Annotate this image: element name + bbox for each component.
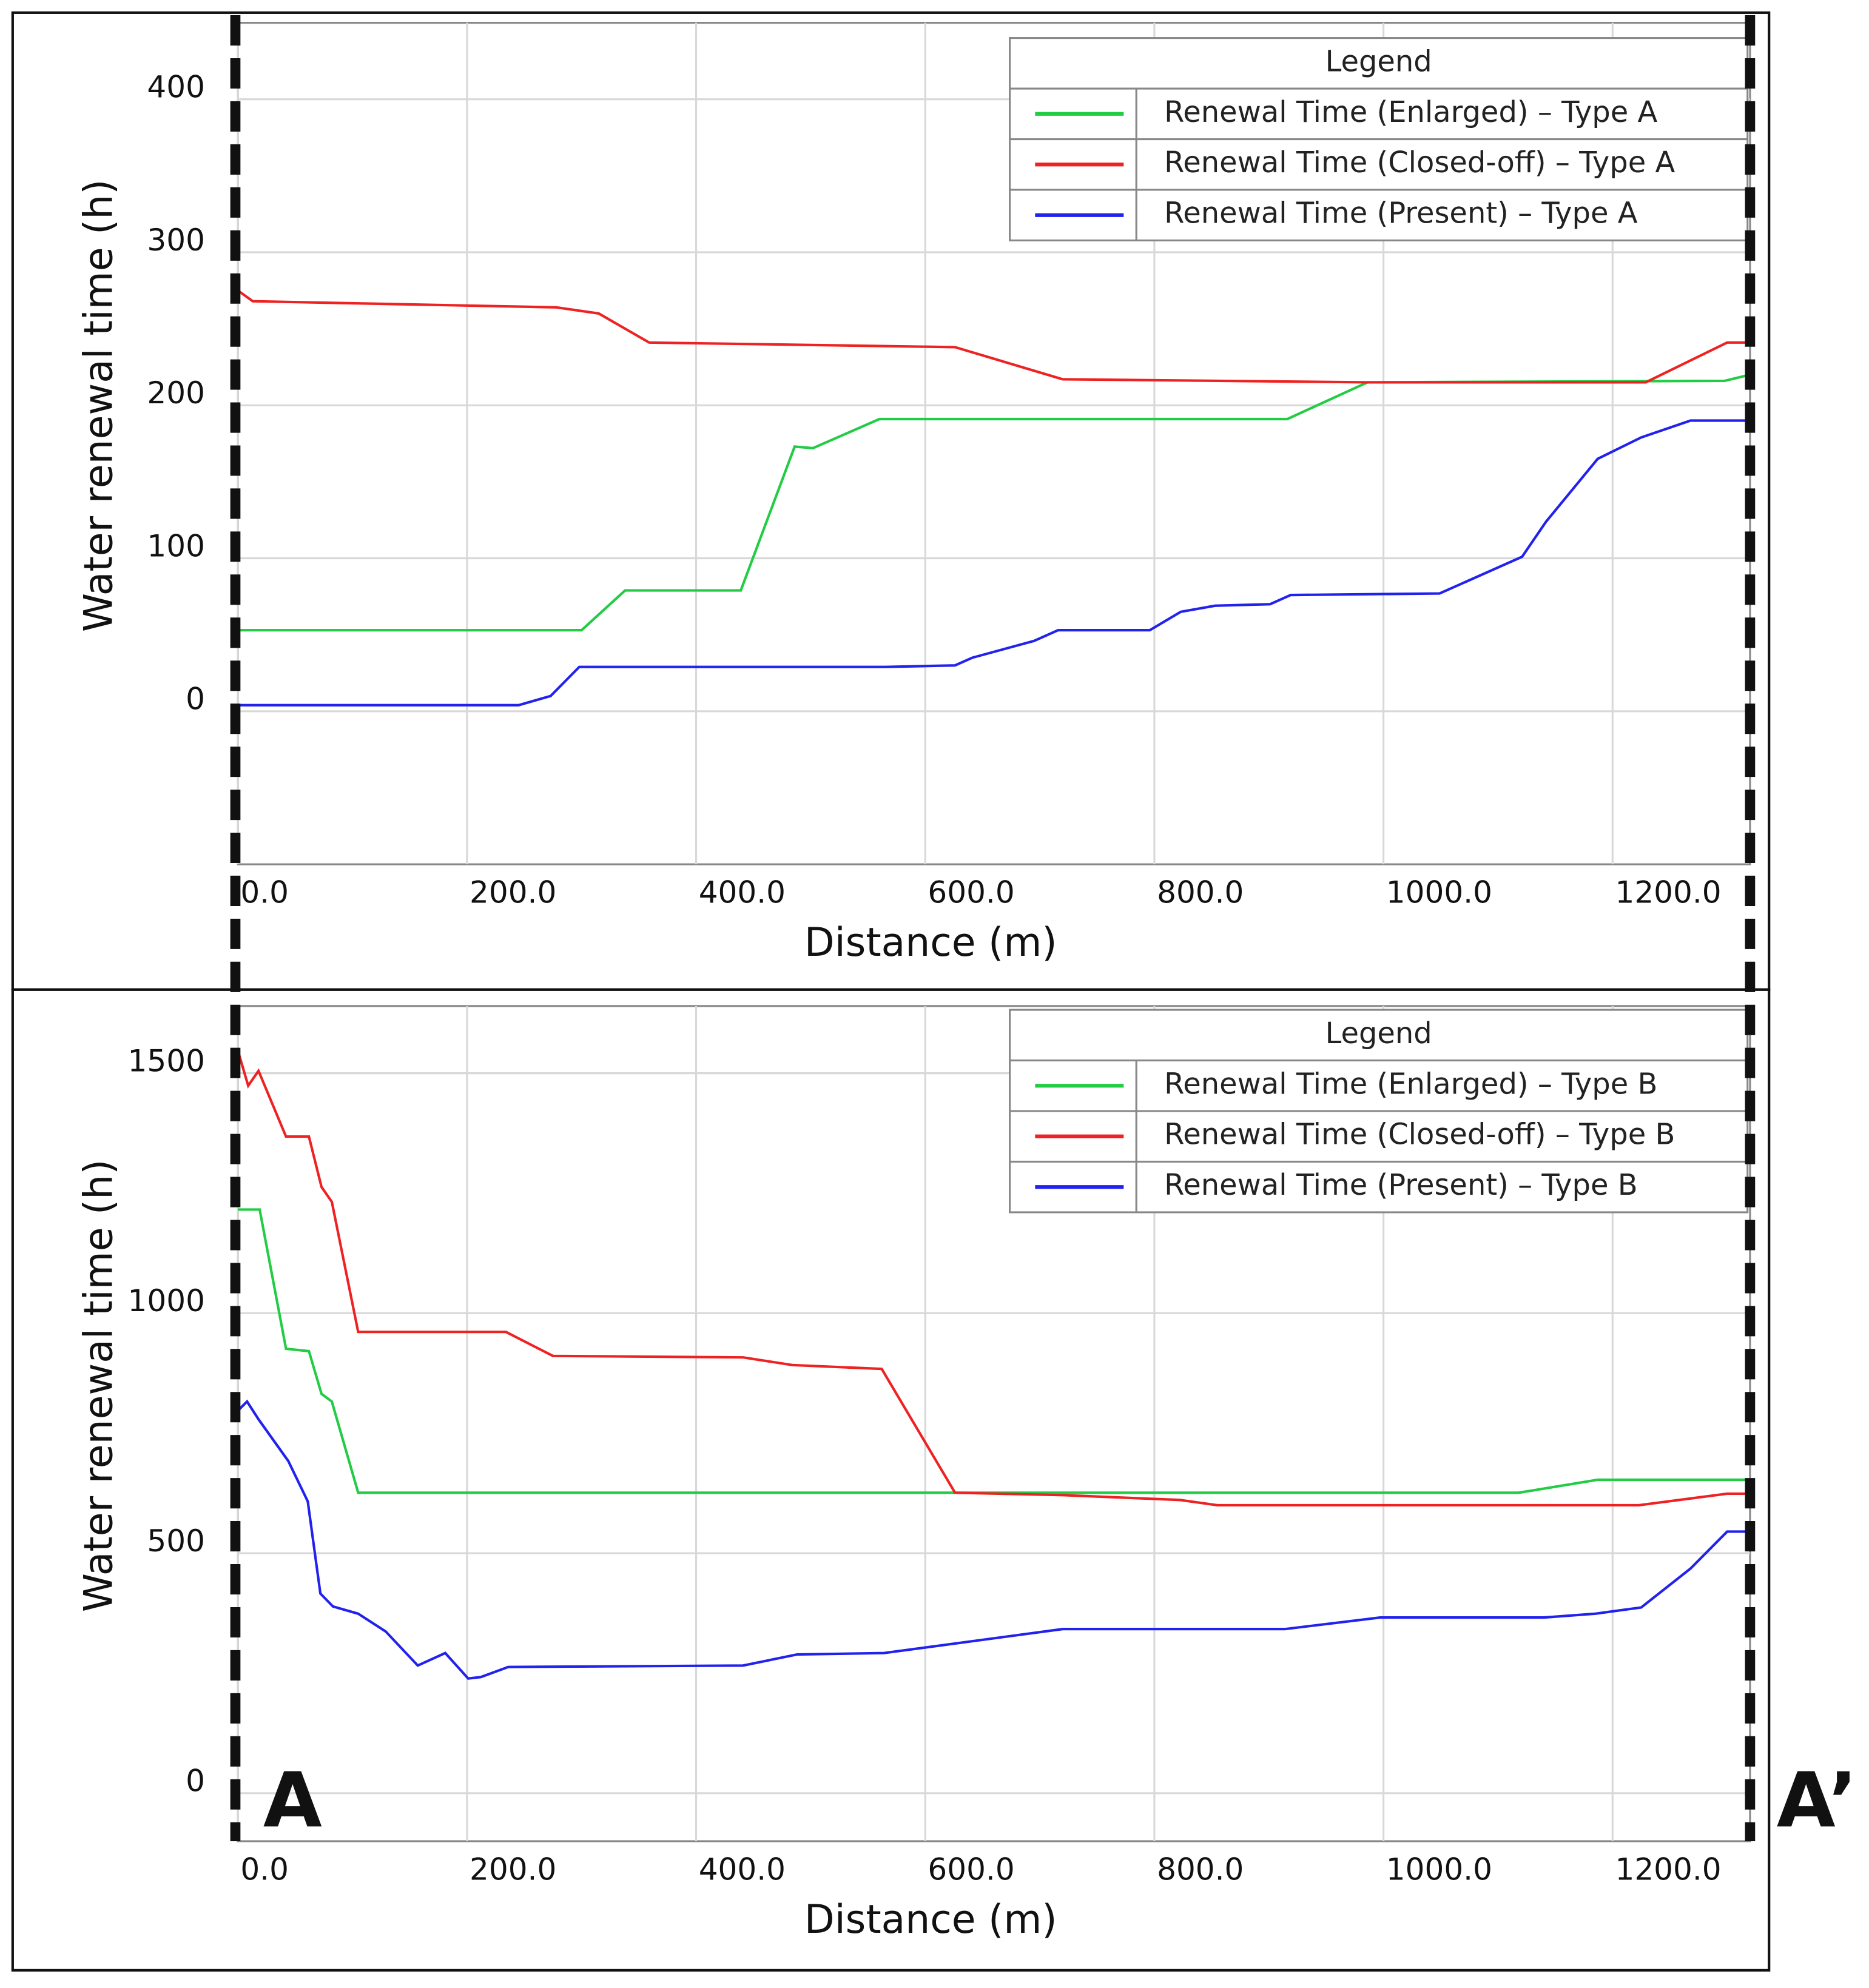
- x-axis-label: Distance (m): [804, 920, 1057, 965]
- legend-label: Renewal Time (Closed-off) – Type A: [1164, 146, 1675, 180]
- x-tick-label: 1000.0: [1386, 875, 1492, 910]
- x-tick-label: 800.0: [1157, 1852, 1244, 1887]
- annotation: A’: [1777, 1756, 1857, 1845]
- data-line: [237, 289, 1750, 384]
- x-tick-label: 600.0: [928, 875, 1014, 910]
- legend-label: Renewal Time (Present) – Type B: [1164, 1168, 1638, 1202]
- data-line: [238, 1208, 1750, 1494]
- x-tick-label: 200.0: [470, 875, 556, 910]
- y-axis-label: Water renewal time (h): [76, 179, 121, 632]
- y-tick-label: 0: [186, 682, 205, 717]
- annotation: A: [263, 1756, 322, 1845]
- x-tick-label: 0.0: [240, 1852, 289, 1887]
- x-tick-label: 1000.0: [1386, 1852, 1492, 1887]
- y-tick-label: 100: [147, 528, 205, 563]
- x-axis-label: Distance (m): [804, 1897, 1057, 1943]
- x-tick-label: 200.0: [470, 1852, 556, 1887]
- legend-title: Legend: [1325, 1016, 1432, 1050]
- x-tick-label: 400.0: [699, 1852, 786, 1887]
- y-tick-label: 1500: [128, 1043, 205, 1078]
- legend-label: Renewal Time (Closed-off) – Type B: [1164, 1118, 1675, 1152]
- chart: 0 100 200 300 400 0.0 200.0 400.0 600.0 800.0 1000…: [76, 21, 1751, 965]
- y-tick-label: 200: [147, 375, 205, 411]
- x-tick-label: 0.0: [240, 875, 289, 910]
- y-tick-label: 1000: [128, 1283, 205, 1318]
- charts: 0 100 200 300 400 0.0 200.0 400.0 600.0 800.0 1000…: [76, 21, 1857, 1943]
- legend-label: Renewal Time (Enlarged) – Type A: [1164, 95, 1657, 129]
- legend-label: Renewal Time (Present) – Type A: [1164, 196, 1638, 230]
- legend-title: Legend: [1325, 44, 1432, 78]
- x-tick-label: 1200.0: [1615, 875, 1721, 910]
- data-line: [237, 1399, 1750, 1680]
- y-tick-label: 500: [147, 1523, 205, 1559]
- x-tick-label: 1200.0: [1615, 1852, 1721, 1887]
- y-axis-label: Water renewal time (h): [76, 1160, 121, 1613]
- x-tick-label: 400.0: [699, 875, 786, 910]
- y-tick-label: 400: [147, 70, 205, 105]
- data-line: [237, 1050, 1750, 1507]
- y-tick-label: 300: [147, 223, 205, 258]
- legend-label: Renewal Time (Enlarged) – Type B: [1164, 1067, 1657, 1101]
- data-line: [238, 419, 1750, 707]
- panel-border: [11, 988, 1771, 1972]
- chart: 0 500 1000 1500 0.0 200.0 400.0 600.0 800.0 1000.…: [76, 1005, 1857, 1943]
- y-tick-label: 0: [186, 1764, 205, 1799]
- x-tick-label: 600.0: [928, 1852, 1014, 1887]
- x-tick-label: 800.0: [1157, 875, 1244, 910]
